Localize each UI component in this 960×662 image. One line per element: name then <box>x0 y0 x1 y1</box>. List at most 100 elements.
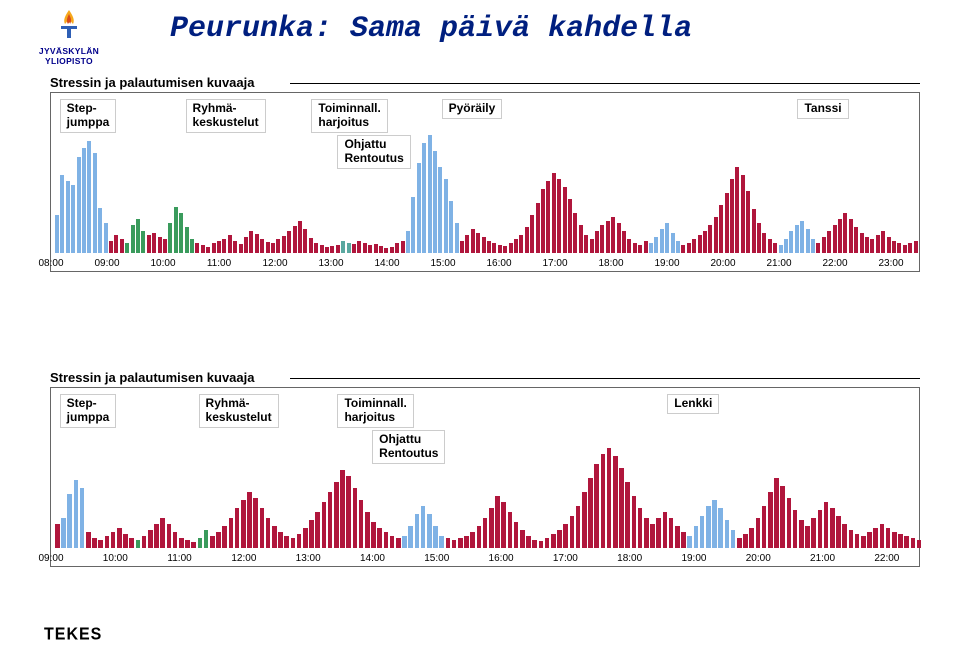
chart-bar <box>539 541 544 548</box>
bars-container-1 <box>51 93 919 253</box>
chart-bar <box>179 538 184 548</box>
chart-bar <box>247 492 252 548</box>
chart-bar <box>93 153 97 253</box>
chart-bar <box>627 239 631 253</box>
chart-bar <box>105 536 110 548</box>
chart-bar <box>530 215 534 253</box>
chart-bar <box>762 233 766 253</box>
chart-bar <box>341 241 345 253</box>
chart-bar <box>854 227 858 253</box>
chart-bar <box>309 238 313 253</box>
chart-bar <box>557 530 562 548</box>
chart-bar <box>579 225 583 253</box>
chart-bar <box>395 243 399 253</box>
chart-bar <box>514 522 519 548</box>
chart-bar <box>495 496 500 548</box>
chart-bar <box>82 148 86 253</box>
chart-bar <box>774 478 779 548</box>
chart-bar <box>861 536 866 548</box>
chart-bar <box>818 510 823 548</box>
chart-bar <box>276 239 280 253</box>
chart-bar <box>805 526 810 548</box>
chart-bar <box>347 243 351 253</box>
chart-bar <box>365 512 370 548</box>
x-tick: 09:00 <box>38 553 63 564</box>
chart-bar <box>55 524 60 548</box>
flame-icon <box>55 8 83 44</box>
chart-bar <box>756 518 761 548</box>
x-tick: 18:00 <box>617 553 642 564</box>
chart-bar <box>694 526 699 548</box>
chart-bar <box>731 530 736 548</box>
chart-bar <box>730 179 734 253</box>
chart-section-2: Stressin ja palautumisen kuvaaja Step-ju… <box>50 370 920 567</box>
chart-bar <box>320 245 324 253</box>
chart-bar <box>123 534 128 548</box>
chart-bar <box>780 486 785 548</box>
chart-bar <box>789 231 793 253</box>
chart-bar <box>886 528 891 548</box>
chart-bar <box>568 199 572 253</box>
chart-bar <box>607 448 612 548</box>
chart-bar <box>514 239 518 253</box>
xticks-1: 08:0009:0010:0011:0012:0013:0014:0015:00… <box>51 253 919 271</box>
chart-bar <box>654 237 658 253</box>
chart-bar <box>330 246 334 253</box>
chart-bar <box>865 237 869 253</box>
chart-bar <box>552 173 556 253</box>
chart-bar <box>563 187 567 253</box>
chart-bar <box>185 540 190 548</box>
chart-bar <box>449 201 453 253</box>
chart-bar <box>98 540 103 548</box>
chart-bar <box>117 528 122 548</box>
chart-bar <box>917 540 922 548</box>
chart-bar <box>438 167 442 253</box>
chart-bar <box>298 221 302 253</box>
x-tick: 13:00 <box>296 553 321 564</box>
x-tick: 09:00 <box>94 258 119 269</box>
chart-bar <box>336 245 340 253</box>
chart-bar <box>406 231 410 253</box>
x-tick: 21:00 <box>810 553 835 564</box>
chart-bar <box>111 532 116 548</box>
chart-bar <box>266 242 270 253</box>
chart-bar <box>551 534 556 548</box>
chart-bar <box>379 246 383 253</box>
chart-bar <box>526 536 531 548</box>
tekes-logo: TEKES <box>44 625 102 645</box>
x-tick: 23:00 <box>878 258 903 269</box>
chart-bar <box>892 532 897 548</box>
chart-bar <box>66 181 70 253</box>
chart-bar <box>800 221 804 253</box>
chart-bar <box>260 239 264 253</box>
chart-bar <box>422 143 426 253</box>
chart-bar <box>908 243 912 253</box>
chart-bar <box>377 528 382 548</box>
chart-bar <box>402 536 407 548</box>
chart-bar <box>142 536 147 548</box>
chart-bar <box>650 524 655 548</box>
chart-bar <box>129 538 134 548</box>
chart-bar <box>708 225 712 253</box>
chart-bar <box>725 520 730 548</box>
chart-bar <box>582 492 587 548</box>
chart-bar <box>669 518 674 548</box>
chart-bar <box>703 231 707 253</box>
chart-bar <box>80 488 85 548</box>
chart-bar <box>773 243 777 253</box>
chart-bar <box>222 526 227 548</box>
chart-bar <box>152 233 156 253</box>
chart-bar <box>233 241 237 253</box>
chart-bar <box>681 245 685 253</box>
chart-bar <box>131 225 135 253</box>
chart-bar <box>795 225 799 253</box>
chart-bar <box>396 538 401 548</box>
chart-bar <box>644 518 649 548</box>
chart-bar <box>229 518 234 548</box>
chart-bar <box>663 512 668 548</box>
chart-frame-2: Step-jumppaRyhmä-keskustelutToiminnall.h… <box>50 387 920 567</box>
chart-bar <box>594 464 599 548</box>
chart-bar <box>536 203 540 253</box>
chart-bar <box>278 532 283 548</box>
chart-header-1: Stressin ja palautumisen kuvaaja <box>50 75 920 90</box>
